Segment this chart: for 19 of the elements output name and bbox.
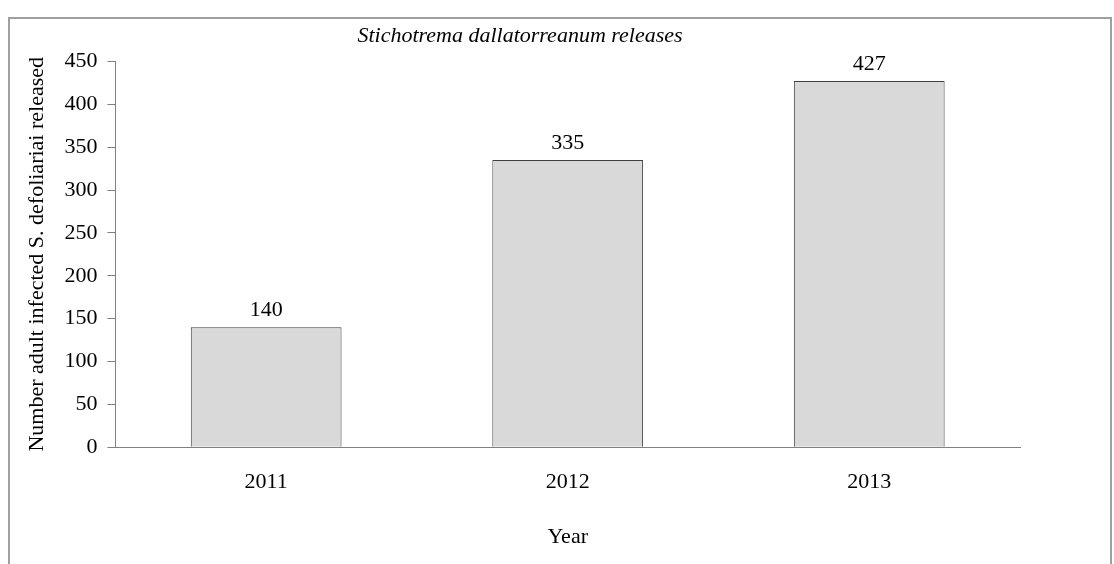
data-label: 427 (852, 49, 886, 75)
y-tick-label: 50 (75, 390, 98, 416)
x-tick-label: 2013 (847, 468, 892, 494)
y-tick-label: 100 (64, 347, 98, 373)
y-tick-label: 300 (64, 175, 98, 201)
chart-title: Stichotrema dallatorreanum releases (357, 21, 683, 47)
x-tick-label: 2012 (545, 468, 590, 494)
y-tick-label: 0 (86, 432, 98, 458)
data-label: 335 (551, 128, 585, 154)
y-tick-label: 250 (64, 218, 98, 244)
y-tick-label: 350 (64, 132, 98, 158)
x-tick-label: 2011 (244, 468, 288, 494)
y-tick-label: 200 (64, 261, 98, 287)
x-axis-title: Year (547, 522, 589, 548)
data-label: 140 (249, 295, 283, 321)
y-tick-label: 400 (64, 90, 98, 116)
y-tick-label: 150 (64, 304, 98, 330)
y-axis-title: Number adult infected S. defoliariai released (22, 56, 48, 452)
y-tick-label: 450 (64, 47, 98, 73)
